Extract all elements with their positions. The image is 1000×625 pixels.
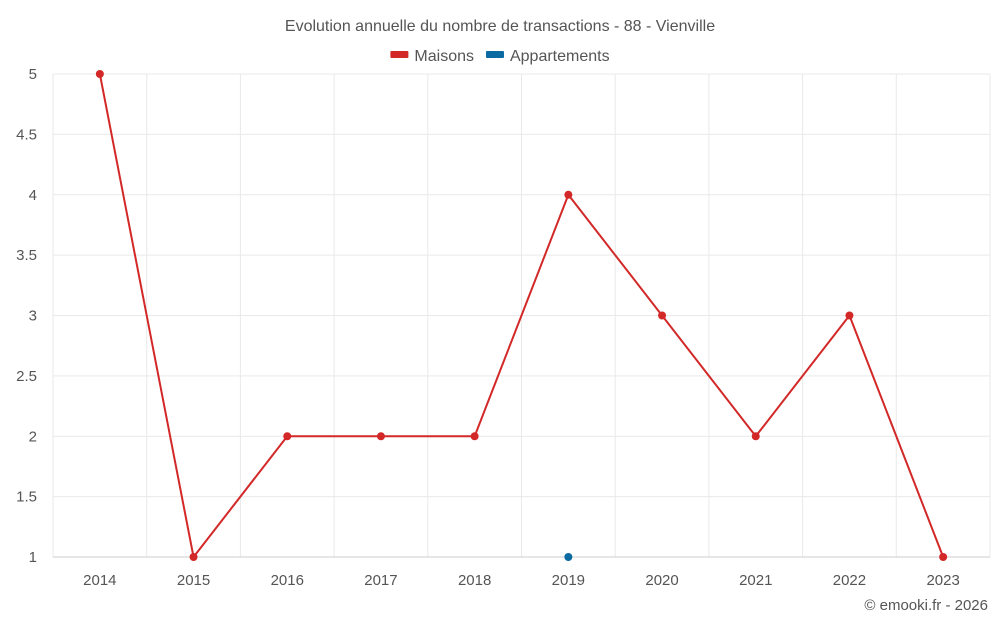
data-point[interactable] — [564, 553, 573, 561]
data-point[interactable] — [845, 311, 854, 320]
legend-item-0[interactable]: Maisons — [390, 48, 474, 65]
data-point[interactable] — [283, 432, 292, 441]
x-tick-label: 2023 — [926, 572, 959, 589]
data-point[interactable] — [95, 70, 104, 78]
x-axis: 2014 2015 2016 2017 2018 2019 2020 2021 2022 2023 — [83, 572, 960, 589]
legend-swatch — [390, 51, 409, 58]
x-tick-label: 2018 — [458, 572, 491, 589]
y-axis: 1 1.5 2 2.5 3 3.5 4 4.5 5 — [16, 66, 37, 566]
x-tick-label: 2021 — [739, 572, 772, 589]
y-tick-label: 2.5 — [16, 368, 37, 385]
data-point[interactable] — [189, 553, 198, 561]
data-point[interactable] — [751, 432, 760, 441]
x-tick-label: 2020 — [645, 572, 678, 589]
y-tick-label: 1 — [29, 549, 37, 566]
legend-swatch — [485, 51, 504, 58]
data-point[interactable] — [658, 311, 667, 320]
x-tick-label: 2017 — [364, 572, 397, 589]
y-tick-label: 5 — [29, 66, 37, 83]
data-point[interactable] — [376, 432, 385, 441]
y-tick-label: 3.5 — [16, 247, 37, 264]
x-tick-label: 2014 — [83, 572, 116, 589]
x-tick-label: 2019 — [552, 572, 585, 589]
x-tick-label: 2022 — [833, 572, 866, 589]
x-tick-label: 2015 — [177, 572, 210, 589]
data-point[interactable] — [564, 190, 573, 199]
legend-label: Appartements — [510, 48, 610, 65]
y-tick-label: 2 — [29, 428, 37, 445]
credit-text: © emooki.fr - 2026 — [864, 597, 988, 614]
y-tick-label: 1.5 — [16, 489, 37, 506]
chart-title: Evolution annuelle du nombre de transact… — [285, 18, 715, 35]
series-line-0 — [98, 73, 945, 558]
legend: Maisons Appartements — [390, 48, 610, 65]
series-group — [95, 70, 948, 561]
data-point[interactable] — [470, 432, 479, 441]
legend-label: Maisons — [414, 48, 474, 65]
legend-item-1[interactable]: Appartements — [485, 48, 610, 65]
y-tick-label: 4 — [29, 187, 37, 204]
y-tick-label: 4.5 — [16, 126, 37, 143]
data-point[interactable] — [939, 553, 948, 561]
y-tick-label: 3 — [29, 308, 37, 325]
x-tick-label: 2016 — [271, 572, 304, 589]
